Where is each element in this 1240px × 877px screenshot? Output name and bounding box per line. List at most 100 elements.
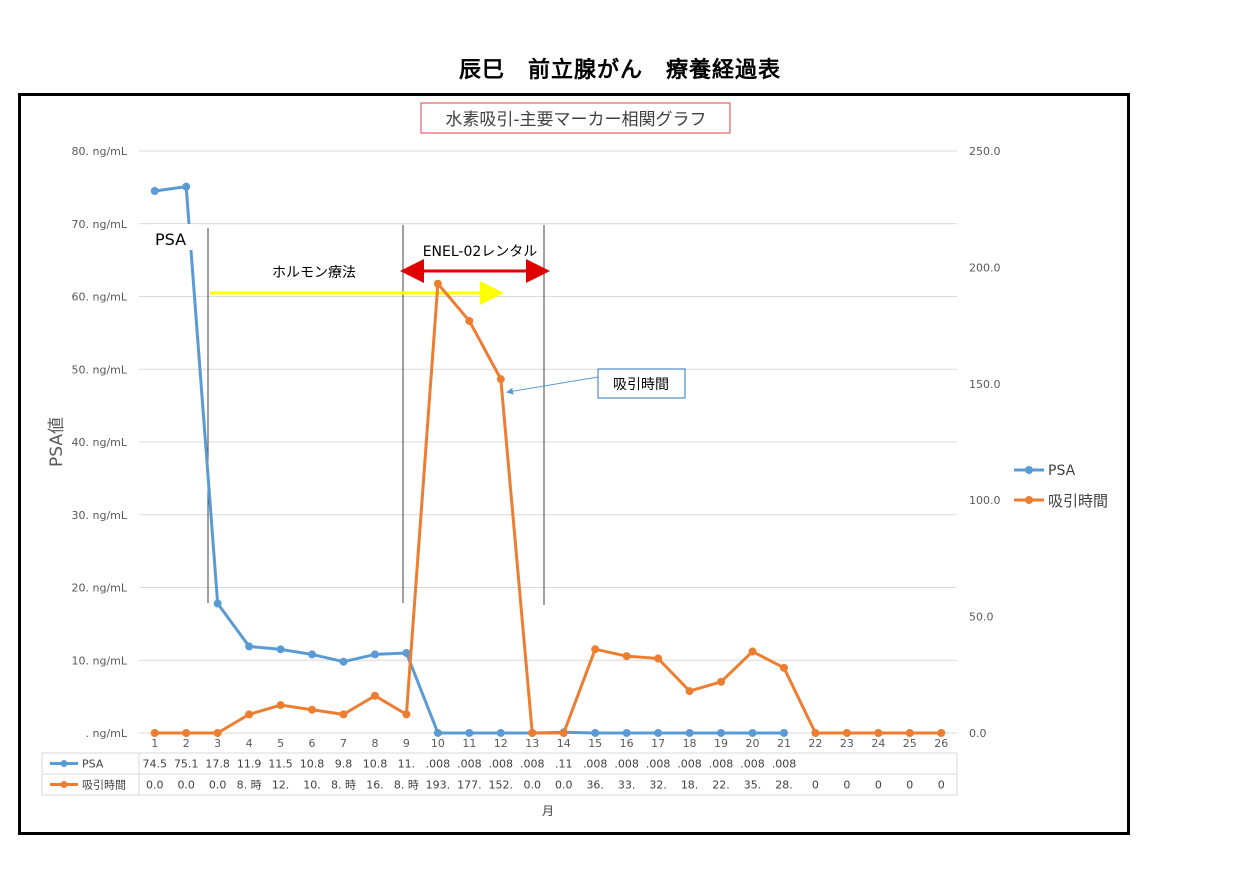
table-cell: 8. 時 bbox=[237, 779, 262, 792]
table-cell: 0 bbox=[843, 779, 850, 792]
x-tick-label: 22 bbox=[808, 737, 822, 750]
table-cell: .008 bbox=[646, 758, 671, 771]
series-point-0 bbox=[748, 728, 757, 737]
y2-tick-label: 100.0 bbox=[969, 494, 1001, 507]
x-tick-label: 2 bbox=[183, 737, 190, 750]
series-point-1 bbox=[433, 279, 442, 288]
psa-label: PSA bbox=[155, 230, 186, 249]
series-point-1 bbox=[276, 701, 285, 710]
table-cell: 9.8 bbox=[335, 758, 353, 771]
series-point-1 bbox=[245, 710, 254, 719]
table-cell: .008 bbox=[583, 758, 608, 771]
legend-psa-marker bbox=[1025, 466, 1033, 474]
series-point-1 bbox=[528, 729, 537, 737]
series-point-1 bbox=[182, 729, 191, 737]
x-tick-label: 8 bbox=[371, 737, 378, 750]
x-axis-categories: 1 2 3 4 5 6 7 8 9 10 11 12 13 14 15 16 17 18 19 20 21 22 23 24 2… bbox=[151, 737, 948, 750]
table-cell: 8. 時 bbox=[331, 779, 356, 792]
table-cell: .008 bbox=[772, 758, 797, 771]
series-point-1 bbox=[622, 652, 631, 661]
series-point-1 bbox=[370, 691, 379, 700]
legend-suction-label: 吸引時間 bbox=[1048, 492, 1108, 510]
series-point-1 bbox=[748, 647, 757, 656]
table-cell: 0.0 bbox=[555, 779, 573, 792]
page-title: 辰巳 前立腺がん 療養経過表 bbox=[458, 58, 781, 83]
series-point-0 bbox=[654, 728, 663, 737]
table-cell: 0.0 bbox=[209, 779, 227, 792]
y2-tick-label: 150.0 bbox=[969, 378, 1001, 391]
table-legend-marker bbox=[60, 760, 68, 767]
x-tick-label: 10 bbox=[431, 737, 445, 750]
y-tick-label: 40. ng/mL bbox=[72, 436, 128, 449]
table-cell: 75.1 bbox=[174, 758, 199, 771]
y2-tick-label: 200.0 bbox=[969, 261, 1001, 274]
y-tick-label: 10. ng/mL bbox=[72, 654, 128, 667]
series-point-0 bbox=[182, 182, 191, 191]
x-tick-label: 5 bbox=[277, 737, 284, 750]
table-cell: .008 bbox=[740, 758, 765, 771]
series-layer bbox=[150, 182, 946, 737]
table-cell: 18. bbox=[681, 779, 699, 792]
table-cell: 8. 時 bbox=[394, 779, 419, 792]
callout-label: 吸引時間 bbox=[613, 377, 669, 393]
x-axis-title: 月 bbox=[542, 804, 554, 818]
series-point-0 bbox=[150, 187, 159, 196]
table-cell: 152. bbox=[489, 779, 514, 792]
table-cell: 22. bbox=[712, 779, 730, 792]
series-point-0 bbox=[465, 728, 474, 737]
chart-frame bbox=[18, 93, 1130, 835]
table-cell: 0 bbox=[875, 779, 882, 792]
hormone-label: ホルモン療法 bbox=[272, 264, 356, 281]
y2-tick-label: 50.0 bbox=[969, 611, 994, 624]
table-cell: 11. bbox=[398, 758, 416, 771]
y-tick-label: 60. ng/mL bbox=[72, 291, 128, 304]
y-tick-label: 20. ng/mL bbox=[72, 582, 128, 595]
table-cell: .008 bbox=[457, 758, 482, 771]
table-cell: .008 bbox=[709, 758, 734, 771]
y-tick-label: 50. ng/mL bbox=[72, 363, 128, 376]
series-point-0 bbox=[245, 642, 254, 651]
table-cell: 33. bbox=[618, 779, 636, 792]
table-cell: 36. bbox=[586, 779, 604, 792]
series-point-1 bbox=[559, 729, 568, 737]
x-tick-label: 7 bbox=[340, 737, 347, 750]
y2-tick-label: 0.0 bbox=[969, 727, 987, 740]
x-tick-label: 1 bbox=[151, 737, 158, 750]
table-cell: .008 bbox=[489, 758, 514, 771]
series-point-1 bbox=[937, 729, 946, 737]
y2-tick-label: 250.0 bbox=[969, 145, 1001, 158]
table-cell: 177. bbox=[457, 779, 482, 792]
y-axis-ticks: . ng/mL 10. ng/mL 20. ng/mL 30. ng/mL 40. ng… bbox=[72, 145, 128, 740]
series-point-1 bbox=[779, 663, 788, 672]
series-point-1 bbox=[654, 654, 663, 663]
x-tick-label: 14 bbox=[557, 737, 571, 750]
series-point-0 bbox=[622, 728, 631, 737]
legend-psa-label: PSA bbox=[1048, 463, 1076, 479]
table-cell: 10. bbox=[303, 779, 321, 792]
table-series-name: PSA bbox=[82, 758, 104, 771]
chart-title-box bbox=[420, 102, 731, 134]
x-tick-label: 6 bbox=[309, 737, 316, 750]
series-point-1 bbox=[339, 710, 348, 719]
table-cell: 74.5 bbox=[142, 758, 167, 771]
table-legend-marker bbox=[60, 781, 68, 788]
x-tick-label: 12 bbox=[494, 737, 508, 750]
table-cell: 0 bbox=[812, 779, 819, 792]
series-point-1 bbox=[496, 375, 505, 384]
series-point-0 bbox=[779, 728, 788, 737]
table-cell: 0.0 bbox=[177, 779, 195, 792]
table-cell: 0 bbox=[906, 779, 913, 792]
x-tick-label: 3 bbox=[214, 737, 221, 750]
legend-suction-marker bbox=[1025, 496, 1033, 504]
x-tick-label: 16 bbox=[620, 737, 634, 750]
series-line-0 bbox=[154, 185, 784, 735]
series-point-0 bbox=[276, 645, 285, 654]
table-cell: 0.0 bbox=[146, 779, 164, 792]
series-point-0 bbox=[433, 728, 442, 737]
x-tick-label: 18 bbox=[683, 737, 697, 750]
table-cell: .008 bbox=[614, 758, 639, 771]
callout-box bbox=[597, 368, 686, 399]
series-point-1 bbox=[465, 316, 474, 325]
table-cell: .008 bbox=[520, 758, 545, 771]
y-tick-label: 80. ng/mL bbox=[72, 145, 128, 158]
